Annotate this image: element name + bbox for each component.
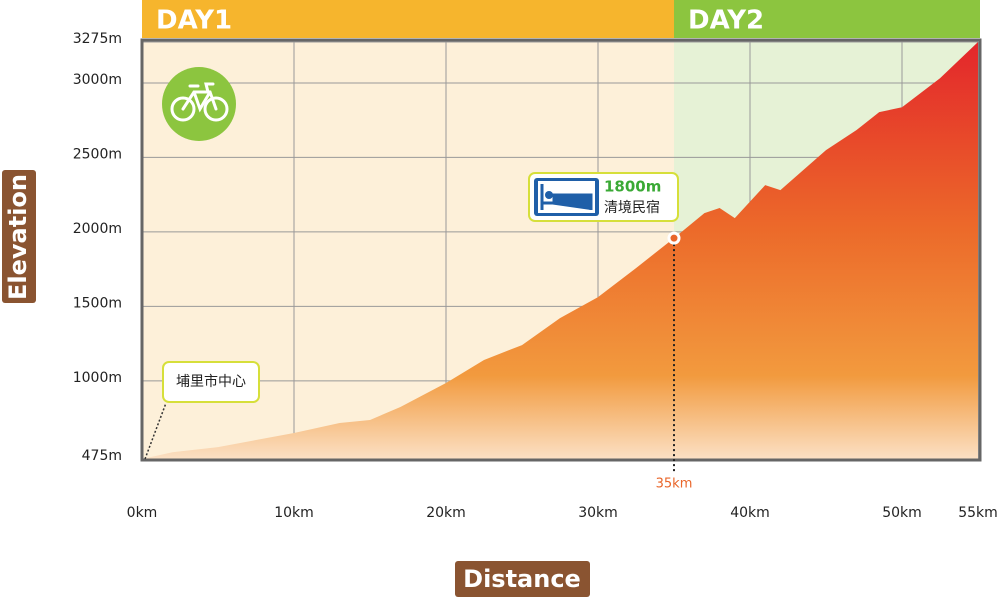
y-tick-label: 1500m <box>73 295 122 311</box>
day-header <box>674 0 980 38</box>
x-tick-label: 0km <box>127 505 158 521</box>
y-axis-label: Elevation <box>4 174 32 300</box>
marker-elevation: 1800m <box>604 178 661 196</box>
y-tick-label: 2000m <box>73 221 122 237</box>
y-tick-label: 2500m <box>73 146 122 162</box>
x-tick-label: 10km <box>274 505 314 521</box>
marker-x-label: 35km <box>656 477 693 492</box>
day-label: DAY2 <box>688 6 764 36</box>
bed-icon-head <box>545 191 553 199</box>
x-tick-label: 55km <box>958 505 998 521</box>
y-axis-label-box: Elevation <box>2 170 36 303</box>
leader-line <box>144 402 167 460</box>
stop-marker <box>667 231 681 245</box>
area-layer <box>142 42 978 459</box>
x-tick-label: 20km <box>426 505 466 521</box>
day-header <box>142 0 674 38</box>
callout-text: 埔里市中心 <box>176 373 246 390</box>
bike-icon <box>162 67 236 141</box>
x-tick-label: 50km <box>882 505 922 521</box>
y-tick-label: 1000m <box>73 370 122 386</box>
y-tick-label: 3000m <box>73 72 122 88</box>
y-tick-label: 475m <box>82 448 122 464</box>
annotations: 埔里市中心 35km 1800m 清境民宿 <box>144 172 693 492</box>
x-axis-label: Distance <box>463 565 581 593</box>
y-tick-label: 3275m <box>73 31 122 47</box>
x-tick-label: 40km <box>730 505 770 521</box>
elevation-area <box>142 42 978 459</box>
marker-name: 清境民宿 <box>604 199 660 216</box>
bed-icon <box>540 184 593 210</box>
plot-frame <box>140 38 982 462</box>
day-label: DAY1 <box>156 6 232 36</box>
x-tick-label: 30km <box>578 505 618 521</box>
callout-box <box>162 361 260 403</box>
x-axis-label-box: Distance <box>455 561 590 597</box>
